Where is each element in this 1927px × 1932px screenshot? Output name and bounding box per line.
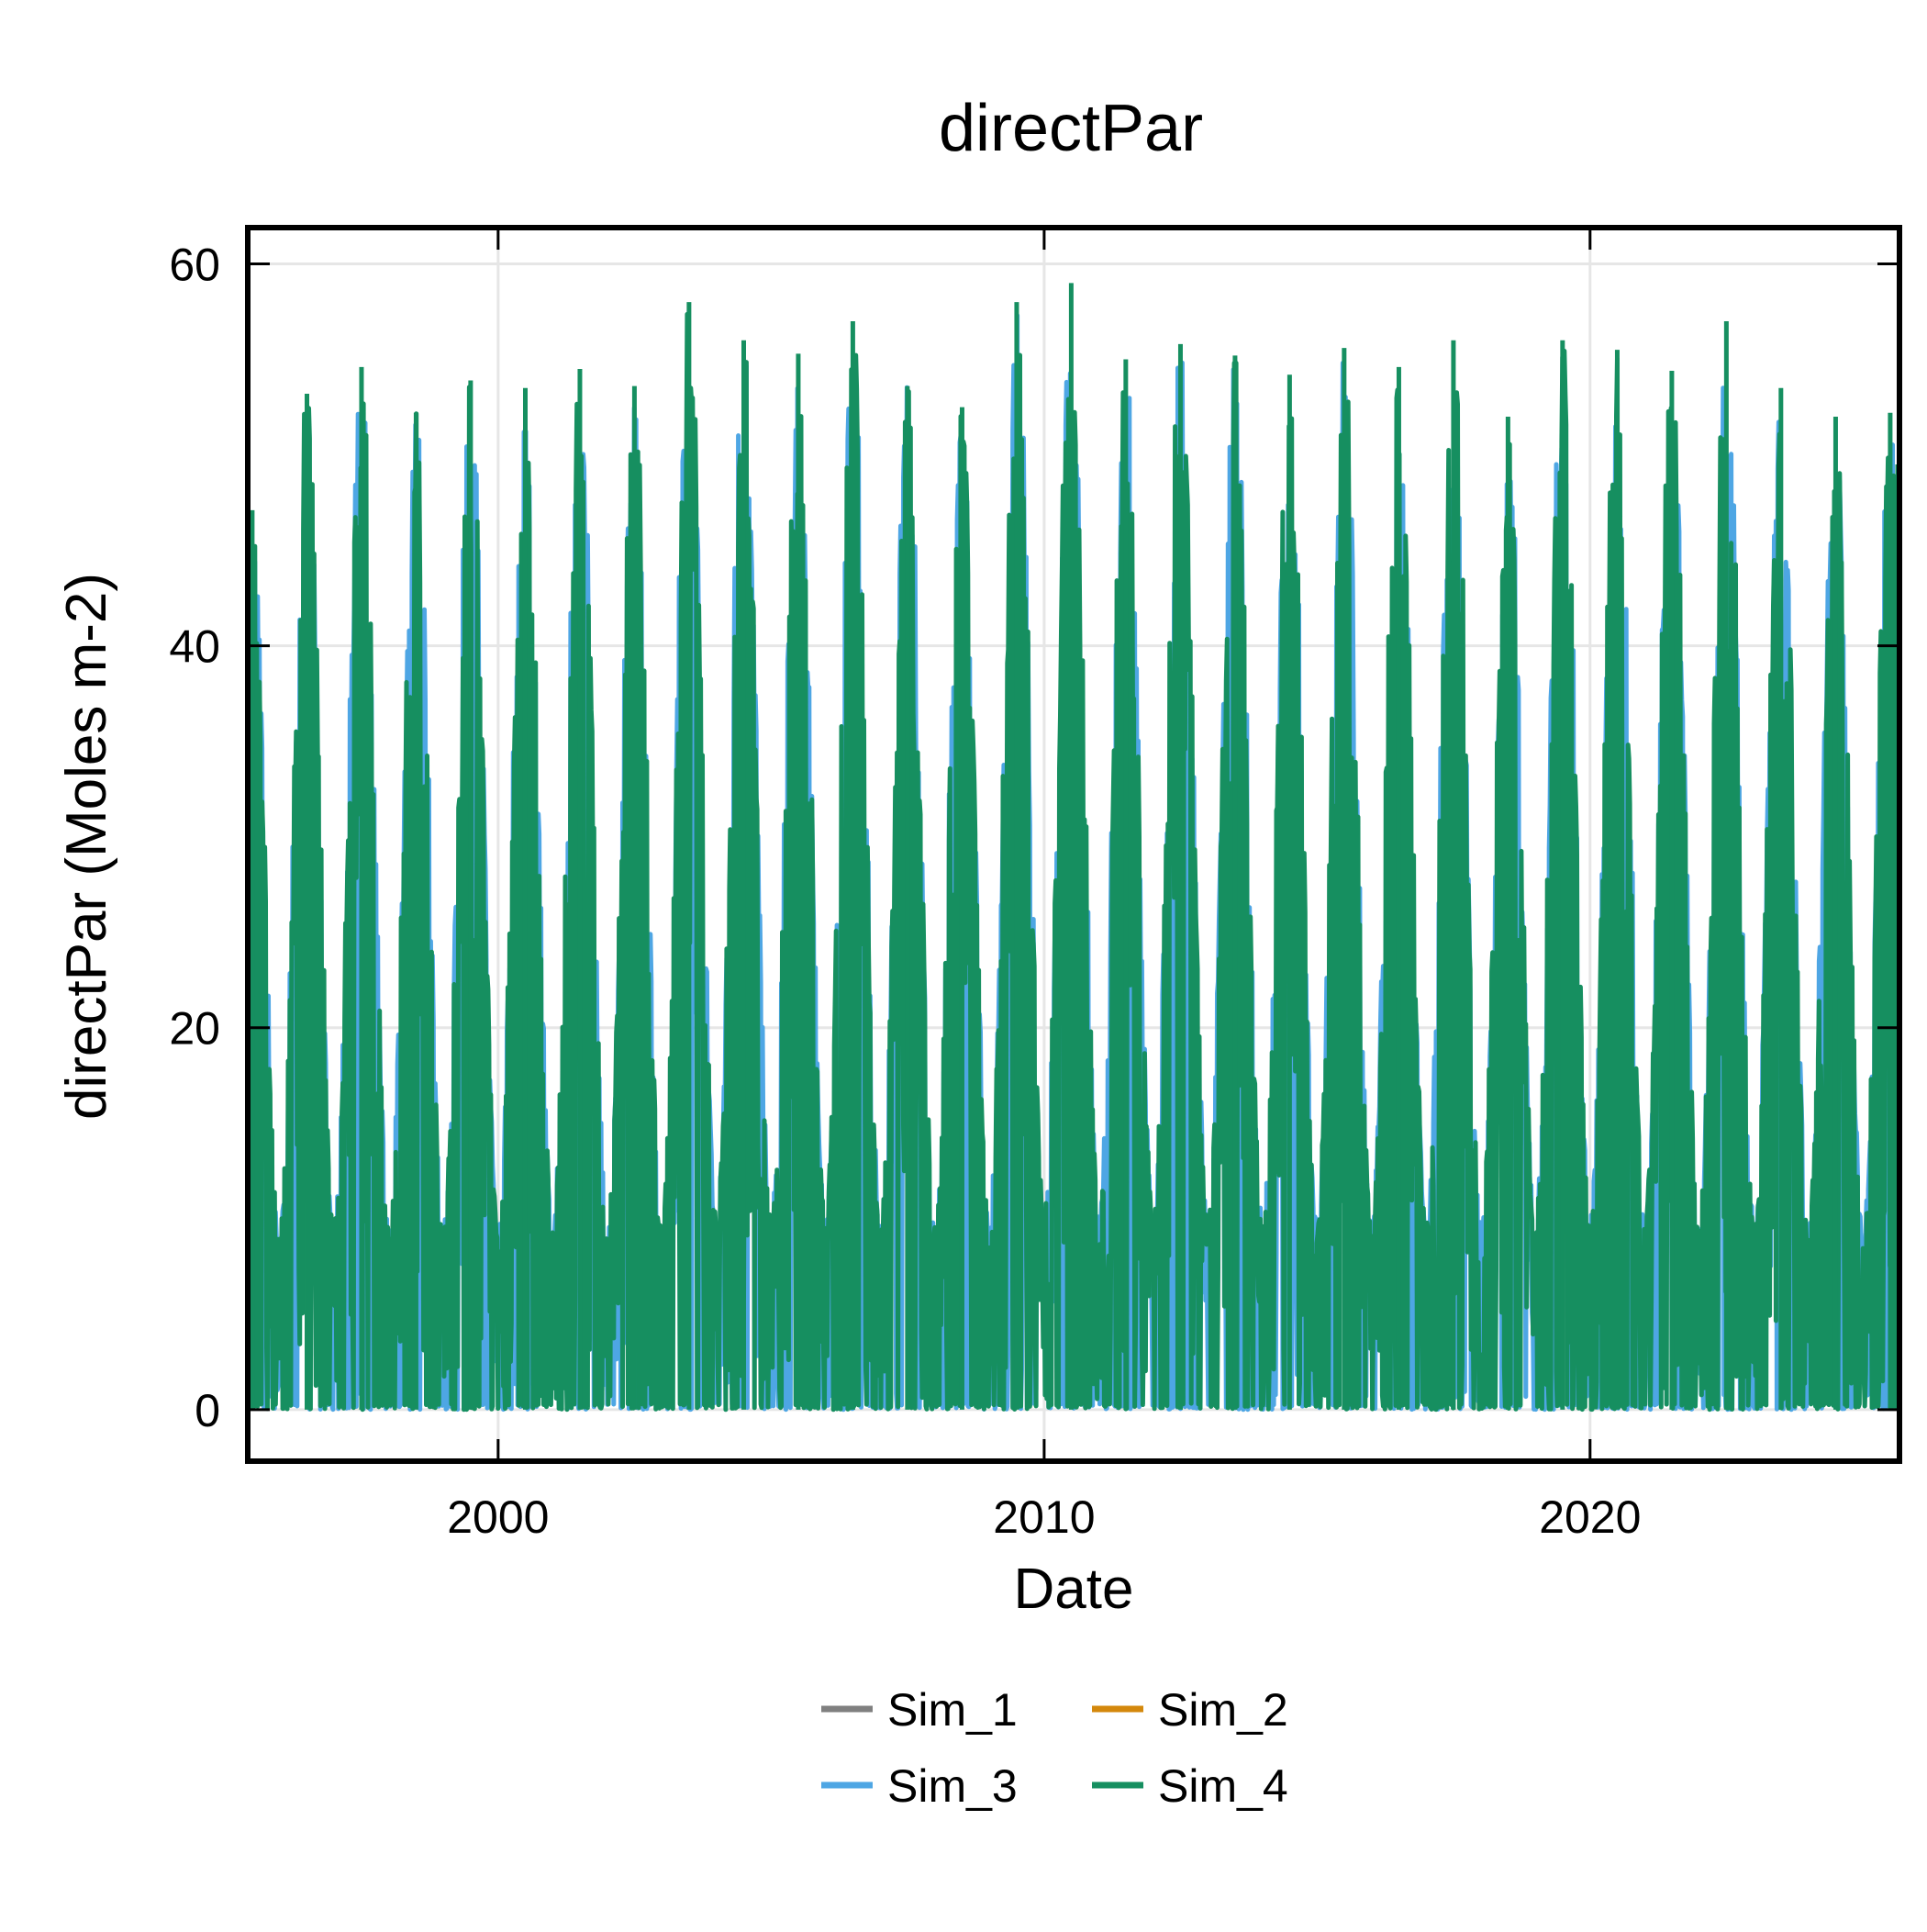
series-layer — [250, 283, 1900, 1413]
x-axis-label: Date — [1014, 1558, 1134, 1621]
legend-label-sim-2: Sim_2 — [1158, 1684, 1288, 1736]
legend-label-sim-3: Sim_3 — [887, 1760, 1018, 1812]
y-tick-label: 60 — [169, 240, 220, 291]
axis-layer: 0 20 40 60 2000 2010 2020 — [169, 228, 1899, 1543]
x-tick-label: 2010 — [993, 1491, 1095, 1543]
x-tick-label: 2000 — [447, 1491, 549, 1543]
legend-label-sim-1: Sim_1 — [887, 1684, 1018, 1736]
x-tick-label: 2020 — [1539, 1491, 1641, 1543]
y-tick-label: 0 — [195, 1385, 220, 1436]
y-tick-label: 20 — [169, 1003, 220, 1055]
y-axis-label: directPar (Moles m-2) — [55, 573, 118, 1120]
chart-title: directPar — [939, 92, 1203, 165]
y-tick-label: 40 — [169, 621, 220, 673]
plot-frame — [245, 225, 1902, 1464]
legend-label-sim-4: Sim_4 — [1158, 1760, 1288, 1812]
legend: Sim_1 Sim_2 Sim_3 Sim_4 — [821, 1684, 1288, 1812]
